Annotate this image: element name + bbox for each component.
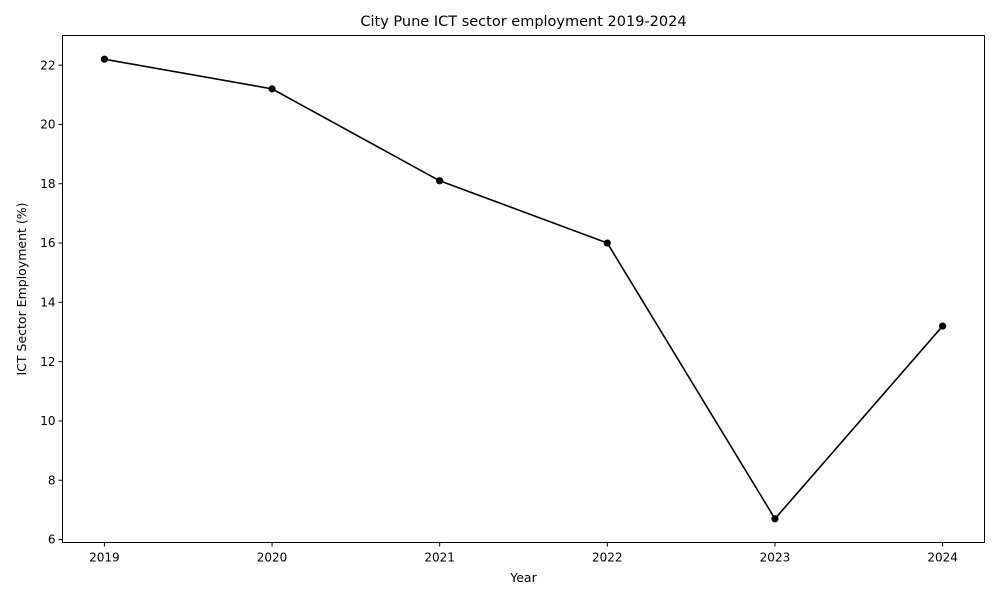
plot-area-frame — [62, 35, 985, 543]
x-tick-label: 2024 — [927, 551, 958, 565]
y-tick-label: 10 — [40, 414, 55, 428]
data-point-2021 — [436, 177, 444, 185]
series-line — [104, 58, 944, 521]
y-axis-ticks: 6 8 10 12 14 16 18 20 22 — [40, 58, 63, 547]
data-point-2022 — [603, 239, 611, 247]
data-point-2020 — [268, 85, 276, 93]
y-tick-label: 14 — [40, 296, 55, 310]
y-tick-label: 18 — [40, 177, 55, 191]
data-point-2019 — [100, 55, 109, 63]
x-tick-label: 2022 — [592, 551, 623, 565]
y-axis-label: ICT Sector Employment (%) — [14, 202, 29, 375]
data-point-2024 — [938, 322, 947, 330]
y-tick-label: 16 — [40, 236, 55, 250]
x-tick-label: 2020 — [257, 551, 288, 565]
x-tick-label: 2023 — [760, 551, 791, 565]
series-group — [100, 55, 947, 523]
x-tick-label: 2019 — [89, 551, 120, 565]
chart-title: City Pune ICT sector employment 2019-202… — [360, 14, 686, 30]
data-point-2023 — [771, 515, 779, 523]
y-tick-label: 8 — [48, 473, 56, 487]
x-axis-label: Year — [509, 570, 537, 585]
y-tick-label: 6 — [48, 533, 56, 547]
x-tick-label: 2021 — [424, 551, 455, 565]
y-tick-label: 22 — [40, 58, 55, 72]
x-axis-ticks: 2019 2020 2021 2022 2023 2024 — [89, 542, 958, 565]
y-tick-label: 12 — [40, 355, 55, 369]
y-tick-label: 20 — [40, 118, 55, 132]
